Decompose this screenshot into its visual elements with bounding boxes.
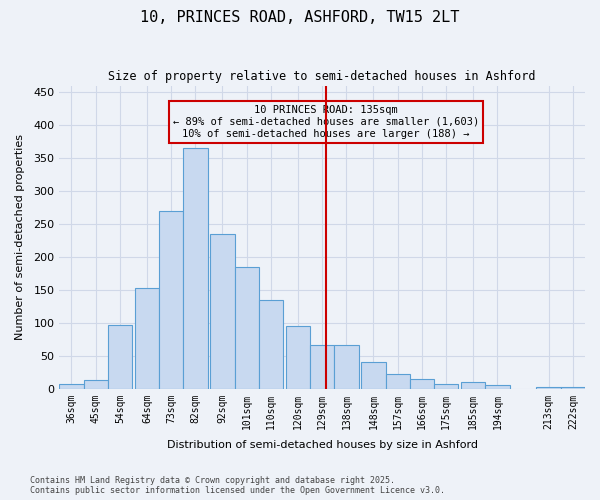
Bar <box>83 380 108 389</box>
Bar <box>108 326 132 389</box>
Bar <box>410 379 434 389</box>
Bar <box>235 267 259 389</box>
Text: 10 PRINCES ROAD: 135sqm
← 89% of semi-detached houses are smaller (1,603)
10% of: 10 PRINCES ROAD: 135sqm ← 89% of semi-de… <box>173 106 479 138</box>
Bar <box>184 148 208 389</box>
Bar <box>485 386 509 389</box>
Bar <box>561 388 585 389</box>
Bar <box>361 362 386 389</box>
Bar <box>334 344 359 389</box>
Bar <box>159 211 184 389</box>
Bar <box>434 384 458 389</box>
Title: Size of property relative to semi-detached houses in Ashford: Size of property relative to semi-detach… <box>109 70 536 83</box>
Bar <box>536 387 561 389</box>
Text: 10, PRINCES ROAD, ASHFORD, TW15 2LT: 10, PRINCES ROAD, ASHFORD, TW15 2LT <box>140 10 460 25</box>
Bar <box>386 374 410 389</box>
Text: Contains HM Land Registry data © Crown copyright and database right 2025.
Contai: Contains HM Land Registry data © Crown c… <box>30 476 445 495</box>
Y-axis label: Number of semi-detached properties: Number of semi-detached properties <box>15 134 25 340</box>
Bar <box>210 234 235 389</box>
Bar <box>310 344 334 389</box>
Bar <box>135 288 159 389</box>
X-axis label: Distribution of semi-detached houses by size in Ashford: Distribution of semi-detached houses by … <box>167 440 478 450</box>
Bar <box>461 382 485 389</box>
Bar <box>286 326 310 389</box>
Bar <box>59 384 83 389</box>
Bar <box>259 300 283 389</box>
